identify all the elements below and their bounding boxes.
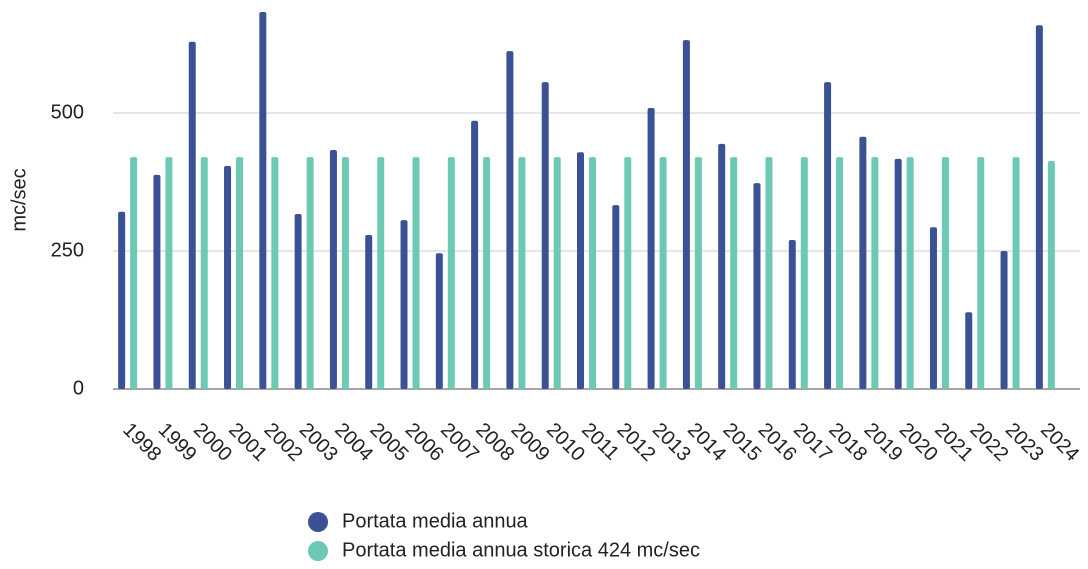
bar <box>377 157 385 389</box>
bar <box>471 120 479 389</box>
bar <box>165 157 173 389</box>
bar <box>753 183 761 389</box>
bar <box>224 165 232 389</box>
x-tick-label: 2015 <box>718 419 765 466</box>
bar <box>859 136 867 389</box>
bar <box>624 157 632 389</box>
x-tick-label: 2004 <box>330 419 377 466</box>
bar <box>718 143 726 389</box>
bar <box>589 157 596 389</box>
y-tick-label: 250 <box>51 239 84 261</box>
bar <box>294 214 302 389</box>
x-tick-label: 2009 <box>507 419 554 466</box>
bar <box>259 11 267 389</box>
bar <box>236 157 244 389</box>
bar <box>118 211 126 389</box>
bar <box>836 157 844 389</box>
x-tick-label: 2010 <box>542 419 589 466</box>
bar <box>483 157 491 389</box>
bar <box>1035 25 1043 390</box>
x-tick-label: 2005 <box>365 419 412 466</box>
x-tick-label: 2001 <box>224 419 271 466</box>
bar <box>788 239 796 389</box>
x-tick-label: 2019 <box>860 419 907 466</box>
legend-label: Portata media annua <box>342 510 529 532</box>
x-tick-label: 2018 <box>824 419 871 466</box>
legend-marker <box>308 512 328 532</box>
y-tick-label: 0 <box>73 377 84 399</box>
legend-marker <box>308 541 328 561</box>
bar <box>518 157 526 389</box>
x-tick-label: 2014 <box>683 419 730 466</box>
x-tick-label: 2011 <box>577 419 623 465</box>
bar <box>506 51 514 390</box>
bar <box>871 157 879 389</box>
bar <box>612 205 620 389</box>
bar <box>694 157 702 389</box>
bar <box>153 174 161 389</box>
bar <box>730 157 738 389</box>
bar <box>977 157 985 389</box>
bar <box>647 108 655 390</box>
bar <box>541 82 549 389</box>
bar <box>130 157 138 389</box>
bar <box>1012 157 1020 389</box>
x-tick-label: 2023 <box>1001 419 1048 466</box>
bar <box>412 157 420 389</box>
legend-label: Portata media annua storica 424 mc/sec <box>342 539 700 561</box>
bar <box>906 157 914 389</box>
x-tick-label: 2006 <box>401 419 448 466</box>
x-tick-label: 1998 <box>118 419 165 466</box>
x-tick-label: 2017 <box>789 419 836 466</box>
x-tick-label: 1999 <box>154 419 201 466</box>
bar <box>682 40 690 390</box>
bar <box>271 157 279 389</box>
x-tick-label: 2021 <box>930 419 977 466</box>
bar <box>941 157 949 389</box>
bar <box>577 152 584 389</box>
bar <box>435 253 443 389</box>
y-tick-label: 500 <box>51 101 84 123</box>
bar <box>1047 161 1055 389</box>
x-tick-label: 2024 <box>1036 419 1083 466</box>
x-tick-label: 2003 <box>295 419 342 466</box>
bar <box>341 157 349 389</box>
x-tick-label: 2012 <box>613 419 660 466</box>
bar <box>200 157 208 389</box>
bar <box>400 220 408 389</box>
bar <box>765 157 773 389</box>
x-tick-label: 2007 <box>436 419 483 466</box>
bar <box>365 234 373 389</box>
bar <box>553 157 561 389</box>
x-tick-label: 2016 <box>754 419 801 466</box>
bar <box>929 227 937 389</box>
bar <box>965 312 973 389</box>
y-axis-label: mc/sec <box>8 168 30 231</box>
bar <box>188 41 196 390</box>
x-tick-label: 2002 <box>260 419 307 466</box>
x-tick-label: 2000 <box>189 419 236 466</box>
x-tick-label: 2008 <box>471 419 518 466</box>
bar <box>306 157 314 389</box>
bar <box>824 82 832 389</box>
bar <box>329 149 337 389</box>
x-tick-label: 2013 <box>648 419 695 466</box>
bar <box>447 157 455 389</box>
bar <box>1000 251 1008 389</box>
bar <box>659 157 667 389</box>
bar <box>800 157 808 389</box>
x-tick-label: 2020 <box>895 419 942 466</box>
bar <box>894 158 902 389</box>
x-tick-label: 2022 <box>965 419 1012 466</box>
